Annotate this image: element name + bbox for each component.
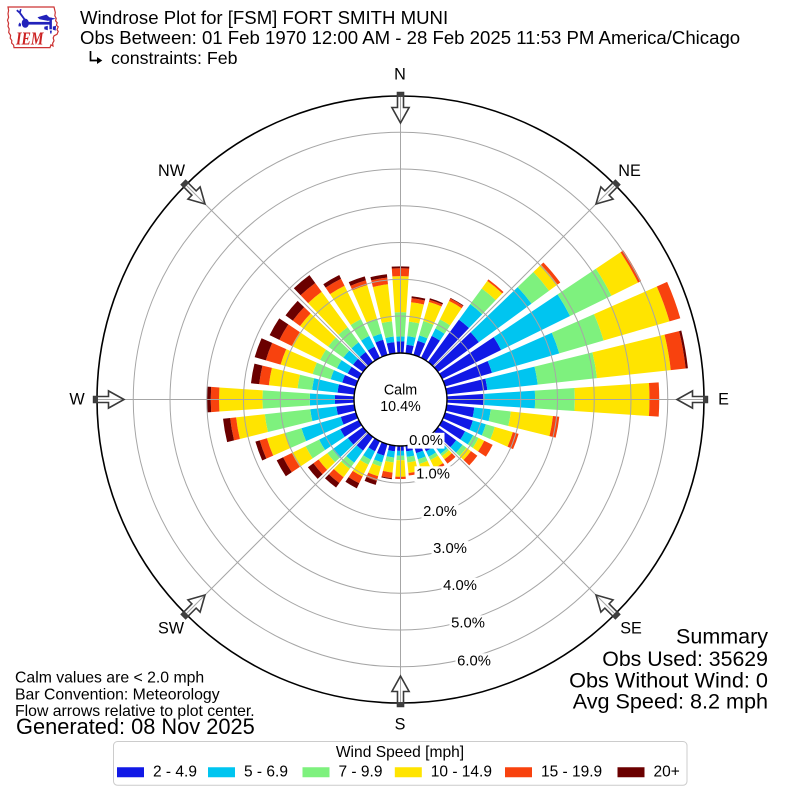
svg-text:N: N	[394, 66, 406, 84]
svg-text:Calm values are < 2.0 mph: Calm values are < 2.0 mph	[15, 670, 204, 687]
svg-text:20+: 20+	[654, 763, 680, 780]
svg-text:5.0%: 5.0%	[451, 616, 485, 632]
svg-text:15 - 19.9: 15 - 19.9	[541, 763, 602, 780]
svg-text:W: W	[69, 391, 85, 409]
svg-text:Summary: Summary	[676, 625, 768, 649]
svg-text:5 - 6.9: 5 - 6.9	[244, 763, 288, 780]
svg-text:Obs Used: 35629: Obs Used: 35629	[602, 647, 768, 671]
svg-text:7 - 9.9: 7 - 9.9	[339, 763, 383, 780]
svg-text:Bar Convention: Meteorology: Bar Convention: Meteorology	[15, 687, 220, 704]
svg-text:SW: SW	[158, 620, 185, 638]
svg-text:6.0%: 6.0%	[457, 654, 491, 670]
svg-text:1.0%: 1.0%	[416, 467, 450, 483]
svg-text:SE: SE	[620, 620, 642, 638]
svg-text:4.0%: 4.0%	[443, 578, 477, 594]
svg-text:Obs Without Wind: 0: Obs Without Wind: 0	[569, 668, 768, 693]
svg-text:2 - 4.9: 2 - 4.9	[153, 763, 197, 780]
svg-text:Flow arrows relative to plot c: Flow arrows relative to plot center.	[15, 703, 255, 720]
svg-text:NW: NW	[158, 162, 186, 180]
svg-text:Avg Speed: 8.2 mph: Avg Speed: 8.2 mph	[573, 689, 768, 714]
svg-text:10 - 14.9: 10 - 14.9	[431, 763, 492, 780]
svg-text:E: E	[718, 391, 729, 409]
svg-text:IEM: IEM	[15, 29, 44, 49]
svg-text:NE: NE	[618, 162, 641, 180]
svg-text:Windrose Plot for [FSM] FORT S: Windrose Plot for [FSM] FORT SMITH MUNI	[80, 7, 448, 28]
svg-text:Obs Between: 01 Feb 1970 12:00: Obs Between: 01 Feb 1970 12:00 AM - 28 F…	[80, 27, 740, 48]
svg-text:2.0%: 2.0%	[423, 504, 457, 520]
svg-text:10.4%: 10.4%	[380, 399, 421, 415]
svg-text:S: S	[395, 716, 406, 734]
svg-text:Wind Speed [mph]: Wind Speed [mph]	[336, 744, 464, 761]
svg-text:0.0%: 0.0%	[409, 433, 443, 449]
svg-text:Calm: Calm	[384, 383, 417, 399]
svg-text:Generated: 08 Nov 2025: Generated: 08 Nov 2025	[16, 714, 255, 739]
svg-text:3.0%: 3.0%	[433, 541, 467, 557]
svg-text:constraints: Feb: constraints: Feb	[111, 48, 238, 68]
